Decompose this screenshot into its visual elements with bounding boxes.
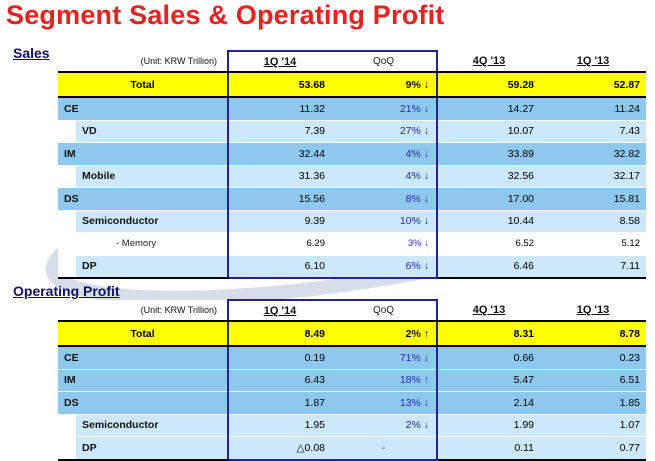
table-row: - Memory 6.29 3% ↓ 6.52 5.12 xyxy=(58,232,646,256)
table-row: CE 11.32 21% ↓ 14.27 11.24 xyxy=(58,97,646,121)
table-row: Semiconductor 9.39 10% ↓ 10.44 8.58 xyxy=(58,210,646,233)
table-row: VD 7.39 27% ↓ 10.07 7.43 xyxy=(58,120,646,143)
col-qoq: QoQ xyxy=(331,50,438,73)
col-4q13: 4Q '13 xyxy=(437,51,540,73)
col-1q14: 1Q '14 xyxy=(227,299,331,322)
col-1q13: 1Q '13 xyxy=(540,51,646,73)
op-header-row: (Unit: KRW Trillion) 1Q '14 QoQ 4Q '13 1… xyxy=(58,299,646,322)
table-row: IM 32.44 4% ↓ 33.89 32.82 xyxy=(58,142,646,166)
table-row: DS 15.56 8% ↓ 17.00 15.81 xyxy=(58,187,646,211)
op-heading: Operating Profit xyxy=(13,283,120,299)
table-row: Total 8.49 2% ↑ 8.31 8.78 xyxy=(58,321,646,347)
table-row: Semiconductor 1.95 2% ↓ 1.99 1.07 xyxy=(58,414,646,437)
sales-heading: Sales xyxy=(13,45,50,61)
op-table: (Unit: KRW Trillion) 1Q '14 QoQ 4Q '13 1… xyxy=(58,299,646,461)
table-row: DS 1.87 13% ↓ 2.14 1.85 xyxy=(58,391,646,415)
table-row: Total 53.68 9% ↓ 59.28 52.87 xyxy=(58,72,646,98)
sales-header-row: (Unit: KRW Trillion) 1Q '14 QoQ 4Q '13 1… xyxy=(58,50,646,73)
page-title: Segment Sales & Operating Profit xyxy=(6,0,445,30)
col-1q14: 1Q '14 xyxy=(227,50,331,73)
table-row: Mobile 31.36 4% ↓ 32.56 32.17 xyxy=(58,165,646,188)
col-qoq: QoQ xyxy=(331,299,438,322)
table-row: DP △0.08 - 0.11 0.77 xyxy=(58,436,646,461)
table-row: CE 0.19 71% ↓ 0.66 0.23 xyxy=(58,346,646,370)
op-unit: (Unit: KRW Trillion) xyxy=(58,300,228,322)
table-row: DP 6.10 6% ↓ 6.46 7.11 xyxy=(58,255,646,279)
col-4q13: 4Q '13 xyxy=(437,300,540,322)
col-1q13: 1Q '13 xyxy=(540,300,646,322)
sales-unit: (Unit: KRW Trillion) xyxy=(58,51,228,73)
table-row: IM 6.43 18% ↑ 5.47 6.51 xyxy=(58,369,646,392)
sales-table: (Unit: KRW Trillion) 1Q '14 QoQ 4Q '13 1… xyxy=(58,50,646,279)
